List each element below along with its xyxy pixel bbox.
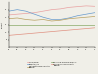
Y-axis label: Percent: Percent	[2, 21, 3, 28]
Legend: Life sciences, Computer/info, Mathematics and computer
sciences, Psychology and : Life sciences, Computer/info, Mathematic…	[26, 61, 77, 69]
